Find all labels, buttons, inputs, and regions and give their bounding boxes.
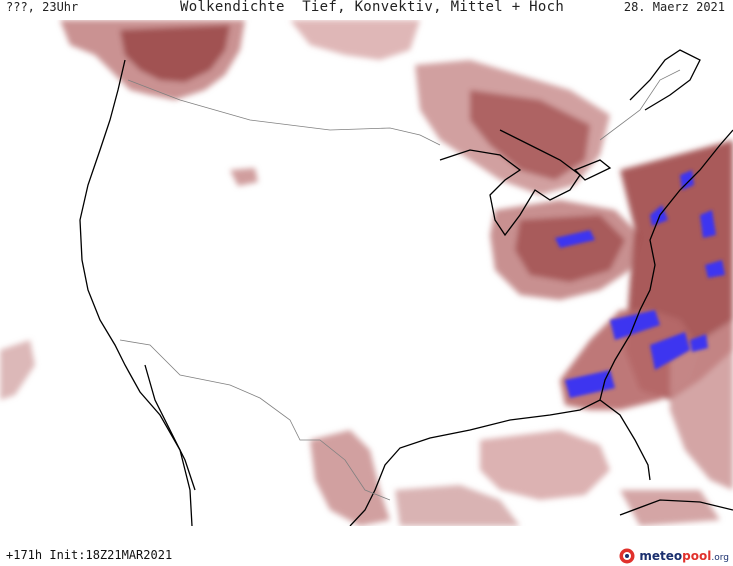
convective-south-1 [650,332,690,370]
forecast-day-time: ???, 23Uhr [6,0,79,14]
convective-east-3 [705,260,725,278]
cloud-great-lakes-core [470,90,590,180]
meteopool-brand[interactable]: meteopool.org [619,546,729,566]
map-footer: +171h Init:18Z21MAR2021 meteopool.org [0,526,733,566]
cloud-ohio-core [515,215,625,282]
canada-border-east [599,69,681,141]
convective-appalachian [555,230,595,248]
cuba [619,499,733,516]
forecast-date: 28. Maerz 2021 [623,0,725,14]
convective-gulf-coast [565,370,615,398]
cloud-cover-map [0,20,733,526]
map-header: ???, 23Uhr Wolkendichte Tief, Konvektiv,… [0,0,733,20]
cloud-mexico [310,430,390,526]
cloud-cuba [620,490,720,526]
cloud-gulf [480,430,610,500]
convective-east-2 [700,210,716,238]
meteopool-logo-icon [619,548,635,564]
map-title: Wolkendichte Tief, Konvektiv, Mittel + H… [180,0,565,15]
east-coast [599,129,733,401]
west-coast [79,59,193,526]
cloud-layer [0,20,733,526]
gulf-coast [349,399,651,526]
convective-southeast-2 [690,334,708,352]
borders [119,69,681,501]
lake-ontario [573,159,612,181]
convective-east-1 [680,170,694,190]
hudson-region [629,49,701,111]
baja-peninsula [144,364,196,491]
canada-border [127,79,441,146]
coastlines [79,49,733,526]
mexico-border [119,339,391,501]
cloud-canada-center [290,20,420,60]
convective-layer [555,170,725,398]
cloud-atlantic [670,320,733,490]
cloud-mexico-south [395,485,520,526]
cloud-northwest-core [120,25,230,82]
cloud-colorado [230,168,258,186]
convective-carolina [610,310,660,340]
great-lakes-outline [439,129,581,237]
cloud-pacific [0,340,35,400]
init-time: +171h Init:18Z21MAR2021 [6,548,173,562]
meteopool-wordmark: meteopool.org [639,549,729,563]
